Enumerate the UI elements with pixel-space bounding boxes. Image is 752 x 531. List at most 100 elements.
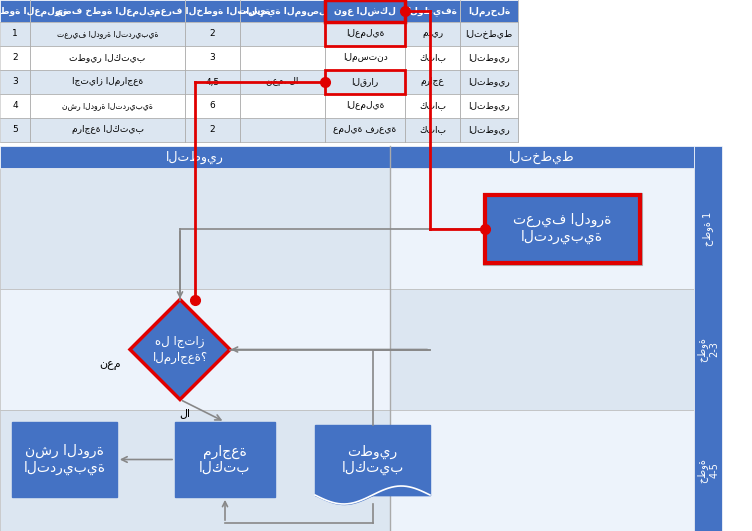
Bar xyxy=(325,70,405,94)
Bar xyxy=(325,118,405,142)
Text: هل اجتاز
المراجعة؟: هل اجتاز المراجعة؟ xyxy=(153,336,208,364)
Text: تعريف الدورة التدريبية: تعريف الدورة التدريبية xyxy=(56,30,158,39)
Text: التخطيط: التخطيط xyxy=(509,150,575,164)
Bar xyxy=(30,46,185,70)
Bar xyxy=(240,70,325,94)
Text: التطوير: التطوير xyxy=(468,101,510,110)
Bar xyxy=(240,22,325,46)
Text: كتاب: كتاب xyxy=(419,54,446,63)
Bar xyxy=(30,118,185,142)
Text: نعم: نعم xyxy=(99,359,121,370)
Text: نشر الدورة
التدريبية: نشر الدورة التدريبية xyxy=(23,444,105,475)
Text: اجتياز المراجعة: اجتياز المراجعة xyxy=(72,78,143,87)
Bar xyxy=(405,94,460,118)
Text: المستند: المستند xyxy=(343,54,387,63)
Text: 2: 2 xyxy=(12,54,18,63)
Bar xyxy=(30,22,185,46)
Text: خطوة
2-3: خطوة 2-3 xyxy=(697,337,719,362)
Text: 2: 2 xyxy=(210,125,215,134)
Bar xyxy=(319,429,430,495)
Text: مراجعة الكتيب: مراجعة الكتيب xyxy=(71,125,144,134)
Bar xyxy=(185,46,240,70)
Bar xyxy=(0,118,30,142)
Bar xyxy=(460,94,518,118)
Bar xyxy=(185,94,240,118)
Text: القرار: القرار xyxy=(351,78,378,87)
Bar xyxy=(240,94,325,118)
Text: 4: 4 xyxy=(12,101,18,110)
Bar xyxy=(405,0,460,22)
Bar xyxy=(460,70,518,94)
Bar xyxy=(405,22,460,46)
Text: نشر الدورة التدريبية: نشر الدورة التدريبية xyxy=(62,101,153,110)
Text: معرف خطوة العملية: معرف خطوة العملية xyxy=(0,6,68,16)
Text: التطوير: التطوير xyxy=(166,150,224,164)
Bar xyxy=(30,70,185,94)
Text: نعم، لا: نعم، لا xyxy=(266,78,299,87)
Bar xyxy=(0,70,30,94)
Bar xyxy=(484,194,639,262)
Text: تطوير
الكتيب: تطوير الكتيب xyxy=(341,444,404,475)
Bar xyxy=(0,146,390,168)
Text: التخطيط: التخطيط xyxy=(465,30,513,39)
Bar xyxy=(185,70,240,94)
Bar xyxy=(179,426,275,497)
Text: عملية فرعية: عملية فرعية xyxy=(333,125,396,134)
Text: مراجع: مراجع xyxy=(420,78,444,87)
Bar xyxy=(405,70,460,94)
Bar xyxy=(185,118,240,142)
Bar xyxy=(325,0,405,22)
Bar xyxy=(483,193,641,264)
Bar xyxy=(185,0,240,22)
Text: 3: 3 xyxy=(210,54,215,63)
Bar xyxy=(325,22,405,46)
Bar xyxy=(390,146,694,168)
Bar xyxy=(390,168,694,289)
Text: 6: 6 xyxy=(210,101,215,110)
Bar xyxy=(390,289,694,410)
Bar xyxy=(325,94,405,118)
Bar xyxy=(0,410,390,531)
Bar xyxy=(694,146,722,531)
Text: العملية: العملية xyxy=(346,30,384,39)
Bar xyxy=(325,22,405,46)
Text: مدير: مدير xyxy=(422,30,443,39)
Bar xyxy=(0,94,30,118)
Text: التطوير: التطوير xyxy=(468,78,510,87)
Text: خطوة 1: خطوة 1 xyxy=(702,211,714,246)
Bar xyxy=(240,46,325,70)
Text: 4,5: 4,5 xyxy=(205,78,220,87)
Bar xyxy=(325,0,405,22)
Text: الوظيفة: الوظيفة xyxy=(408,6,457,16)
Polygon shape xyxy=(130,299,230,399)
Bar xyxy=(405,46,460,70)
Bar xyxy=(460,0,518,22)
Bar xyxy=(460,118,518,142)
Text: كتاب: كتاب xyxy=(419,101,446,110)
Text: التطوير: التطوير xyxy=(468,125,510,134)
Bar xyxy=(460,46,518,70)
Text: خطوة
4-5: خطوة 4-5 xyxy=(697,458,719,483)
Bar xyxy=(390,410,694,531)
Text: تسمية الموصل: تسمية الموصل xyxy=(238,6,326,16)
Text: وصف خطوة العملية: وصف خطوة العملية xyxy=(54,6,161,16)
Bar xyxy=(30,0,185,22)
Bar xyxy=(240,0,325,22)
Text: نوع الشكل: نوع الشكل xyxy=(334,6,396,15)
Text: 2: 2 xyxy=(210,30,215,39)
Text: لا: لا xyxy=(180,408,190,418)
Bar xyxy=(0,0,30,22)
Bar xyxy=(30,94,185,118)
Text: كتاب: كتاب xyxy=(419,125,446,134)
Bar xyxy=(0,168,390,289)
Text: مراجعة
الكتب: مراجعة الكتب xyxy=(199,444,250,475)
Bar xyxy=(405,118,460,142)
Bar xyxy=(460,22,518,46)
Text: العملية: العملية xyxy=(346,101,384,110)
Bar xyxy=(484,194,639,262)
Bar xyxy=(315,425,430,495)
Bar xyxy=(185,22,240,46)
Text: معرف الخطوة التالية: معرف الخطوة التالية xyxy=(154,6,271,16)
Bar xyxy=(240,118,325,142)
Text: 3: 3 xyxy=(12,78,18,87)
